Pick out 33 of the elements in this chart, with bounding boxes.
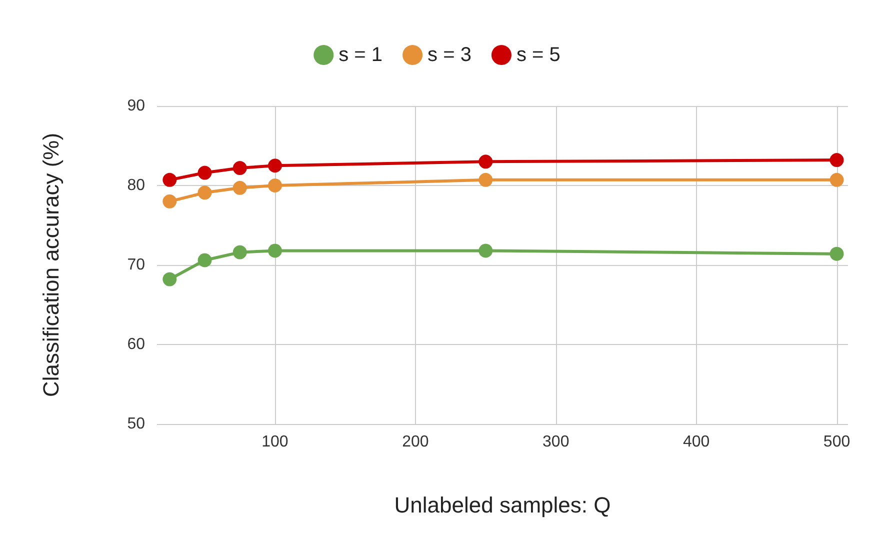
point: [198, 253, 212, 268]
point: [162, 172, 177, 187]
point: [478, 172, 493, 187]
point: [830, 246, 844, 261]
y-tick-label: 70: [127, 256, 146, 274]
point: [478, 244, 493, 258]
point: [268, 244, 282, 258]
x-axis-title: Unlabeled samples: Q: [394, 492, 611, 518]
point: [268, 178, 282, 192]
legend-label: s = 1: [338, 44, 383, 66]
x-tick-label: 400: [682, 434, 710, 450]
legend-label: s = 3: [428, 44, 472, 66]
x-tick-label: 100: [262, 434, 288, 450]
point: [162, 272, 177, 286]
point: [478, 154, 493, 169]
point: [830, 172, 844, 187]
y-axis-title: Classification accuracy (%): [38, 132, 64, 398]
point: [232, 245, 247, 260]
point: [232, 180, 247, 195]
legend-label: s = 5: [516, 44, 560, 66]
point: [198, 186, 212, 200]
point: [162, 194, 177, 208]
point: [232, 161, 247, 176]
y-tick-label: 90: [127, 98, 146, 114]
x-tick-label: 300: [542, 434, 570, 450]
point: [268, 158, 282, 173]
x-tick-label: 500: [823, 434, 850, 450]
y-tick-label: 80: [127, 177, 146, 194]
y-tick-label: 50: [127, 416, 146, 432]
x-tick-label: 200: [402, 434, 429, 450]
point: [830, 153, 844, 168]
y-tick-label: 60: [127, 336, 146, 353]
point: [198, 166, 212, 180]
